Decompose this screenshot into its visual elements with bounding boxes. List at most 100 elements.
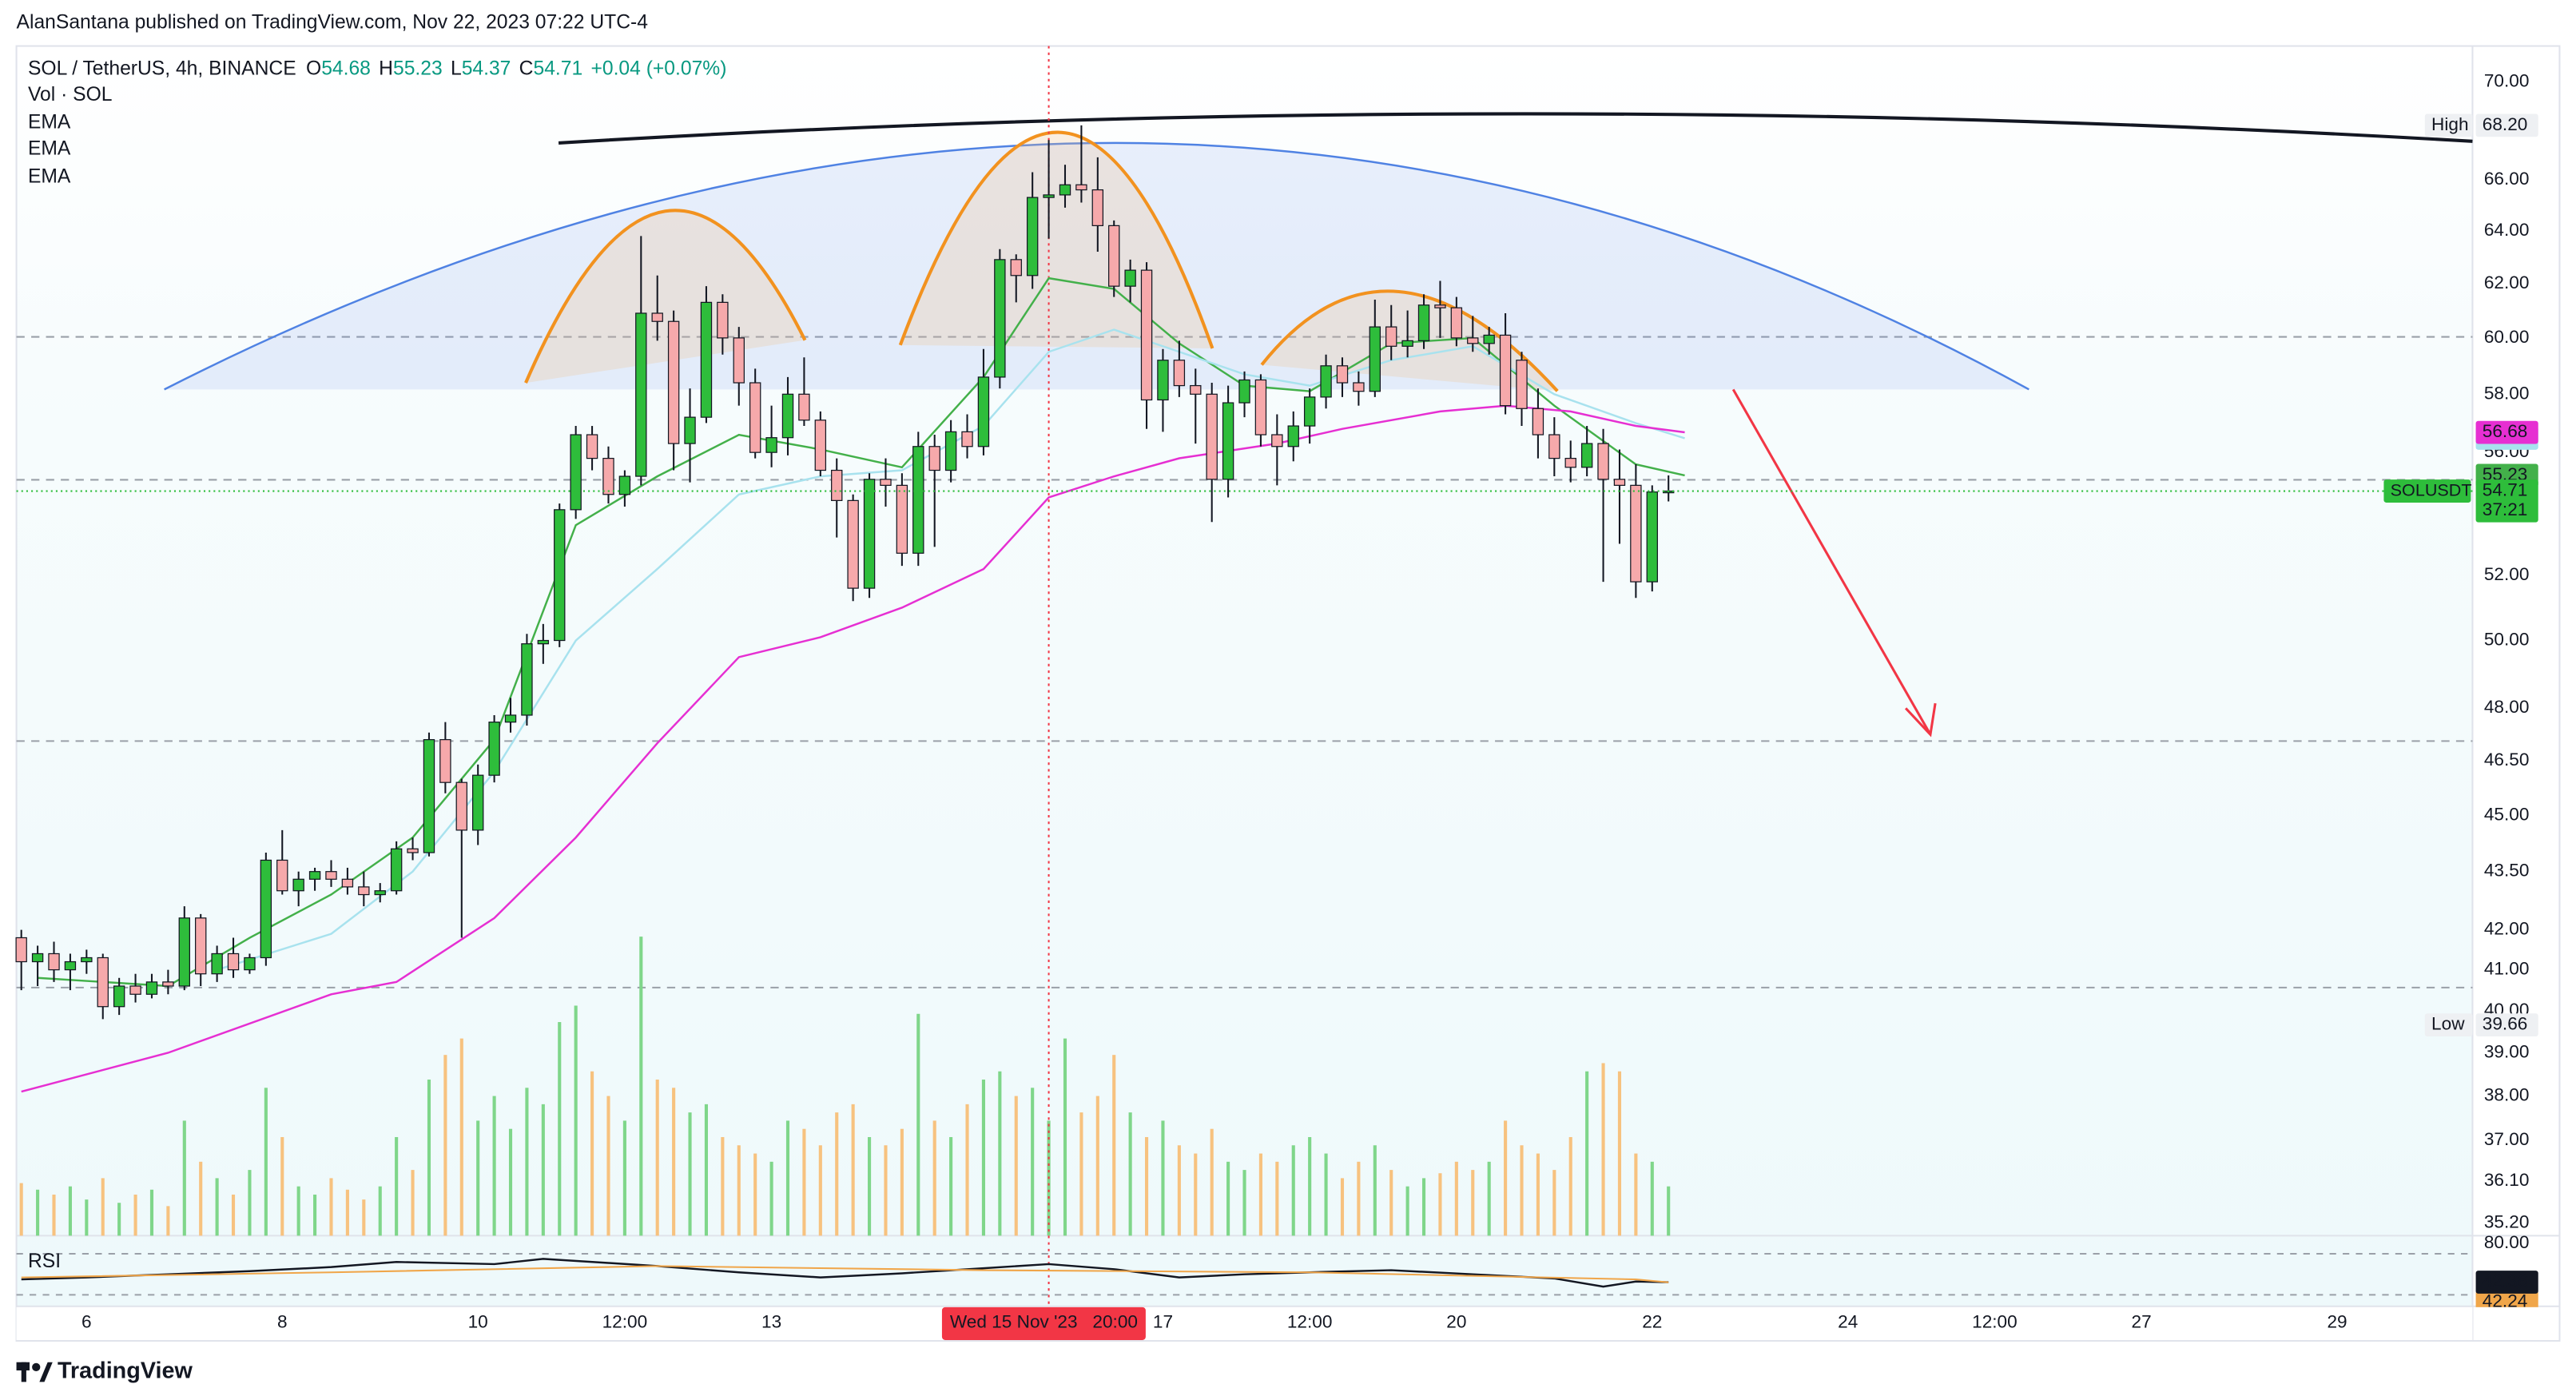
candle-body — [178, 917, 190, 987]
volume-bar — [1161, 1120, 1165, 1236]
candle-body — [471, 774, 484, 831]
candle-body — [651, 312, 663, 322]
candle-body — [276, 859, 288, 892]
quote-name: H — [379, 58, 393, 79]
candle-body — [341, 878, 354, 888]
y-tick-label: 35.20 — [2484, 1211, 2530, 1231]
candle-body — [423, 738, 435, 853]
volume-bar — [1667, 1186, 1671, 1236]
quote-change: +0.04 (+0.07%) — [590, 58, 726, 79]
candle-body — [308, 871, 321, 880]
volume-bar — [1389, 1170, 1393, 1236]
logo-part — [32, 1362, 41, 1372]
volume-bar — [1112, 1055, 1116, 1236]
volume-bar — [835, 1112, 839, 1236]
candle-body — [521, 643, 533, 716]
volume-bar — [231, 1194, 236, 1236]
volume-bar — [248, 1170, 252, 1236]
candle-body — [162, 981, 174, 987]
brand: TradingView — [58, 1358, 193, 1384]
volume-bar — [785, 1120, 790, 1236]
volume-bar — [688, 1112, 692, 1236]
volume-bar — [655, 1080, 659, 1236]
candle-body — [227, 953, 240, 971]
quote-name: O — [306, 58, 321, 79]
volume-bar — [868, 1136, 872, 1236]
volume-bar — [1063, 1038, 1067, 1236]
volume-bar — [476, 1120, 480, 1236]
ema-line — [21, 404, 1685, 1093]
low-value-box — [2475, 1013, 2538, 1037]
y-tick-label: 39.00 — [2484, 1041, 2530, 1061]
legend-ema: EMA — [28, 166, 71, 188]
candle-body — [1206, 393, 1218, 480]
time-axis — [16, 1307, 2473, 1340]
candle-body — [488, 722, 500, 776]
candle-body — [439, 738, 451, 783]
volume-bar — [1258, 1153, 1262, 1236]
y-tick-label: 66.00 — [2484, 169, 2530, 189]
ema-last-value-box — [2475, 420, 2538, 444]
volume-bar — [753, 1153, 757, 1236]
candle-body — [635, 312, 647, 477]
volume-bar — [1552, 1170, 1556, 1236]
plot-background — [16, 46, 2473, 1307]
candle-body — [1516, 360, 1528, 409]
x-tick-label: 10 — [468, 1311, 488, 1331]
volume-bar — [19, 1183, 23, 1236]
candle-body — [961, 431, 973, 447]
candle-body — [31, 953, 44, 963]
volume-bar — [916, 1013, 920, 1236]
candle-body — [1254, 379, 1267, 436]
volume-bar — [1095, 1096, 1099, 1236]
candle-body — [1369, 326, 1381, 392]
high-name-box — [2424, 113, 2473, 137]
frame — [15, 45, 2561, 1342]
volume-bar — [68, 1186, 72, 1236]
rsi-tick-label: 80.00 — [2484, 1232, 2530, 1252]
volume-bar — [1634, 1153, 1638, 1236]
x-tick-label: 24 — [1838, 1311, 1858, 1331]
volume-bar — [329, 1178, 333, 1236]
quote-value: 54.68 — [321, 58, 371, 79]
y-tick-label: 43.50 — [2484, 861, 2530, 881]
volume-bar — [965, 1104, 969, 1236]
volume-bar — [606, 1096, 610, 1236]
candle-body — [1353, 382, 1365, 392]
candle-body — [928, 446, 940, 471]
quote-value: 55.23 — [393, 58, 443, 79]
price-axis-corner — [2473, 1307, 2559, 1340]
candle-body — [81, 957, 93, 963]
candle-body — [1287, 425, 1299, 447]
legend-volume: Vol · SOL — [28, 84, 113, 105]
candle-body — [1140, 269, 1153, 401]
volume-bar — [264, 1088, 268, 1236]
volume-bar — [1128, 1112, 1132, 1236]
candle-body — [896, 484, 908, 554]
candle-body — [325, 871, 337, 880]
candle-body — [1075, 184, 1087, 191]
y-tick-label: 38.00 — [2484, 1084, 2530, 1104]
arrow-head — [1904, 702, 1937, 738]
x-tick-label: 12:00 — [1972, 1311, 2017, 1331]
rsi-value: 42.36 — [2483, 1271, 2528, 1291]
candle-body — [554, 509, 566, 642]
volume-bar — [508, 1128, 513, 1236]
candle-body — [765, 437, 777, 453]
volume-bar — [590, 1071, 594, 1236]
candle-body — [667, 320, 680, 444]
shoulder-arc — [524, 209, 807, 384]
candle-body — [1222, 402, 1234, 480]
volume-bar — [1601, 1063, 1605, 1236]
volume-bar — [1650, 1161, 1654, 1236]
volume-bar — [459, 1038, 463, 1236]
volume-bar — [1177, 1145, 1181, 1236]
y-tick-label: 62.00 — [2484, 272, 2530, 292]
candle-body — [195, 917, 207, 975]
candle-body — [733, 337, 745, 384]
crosshair-label: Wed 15 Nov '23 20:00 — [950, 1311, 1138, 1331]
volume-bar — [622, 1120, 626, 1236]
countdown: 37:21 — [2483, 499, 2528, 519]
candle-body — [977, 376, 990, 447]
